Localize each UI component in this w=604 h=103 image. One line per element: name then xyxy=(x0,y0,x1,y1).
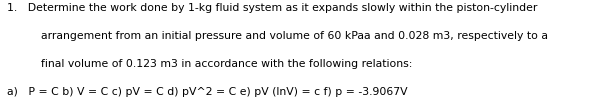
Text: 1.   Determine the work done by 1-kg fluid system as it expands slowly within th: 1. Determine the work done by 1-kg fluid… xyxy=(7,3,538,13)
Text: a)   P = C b) V = C c) pV = C d) pV^2 = C e) pV (lnV) = c f) p = -3.9067V: a) P = C b) V = C c) pV = C d) pV^2 = C … xyxy=(7,87,408,97)
Text: arrangement from an initial pressure and volume of 60 kPaa and 0.028 m3, respect: arrangement from an initial pressure and… xyxy=(41,31,548,41)
Text: final volume of 0.123 m3 in accordance with the following relations:: final volume of 0.123 m3 in accordance w… xyxy=(41,59,413,69)
